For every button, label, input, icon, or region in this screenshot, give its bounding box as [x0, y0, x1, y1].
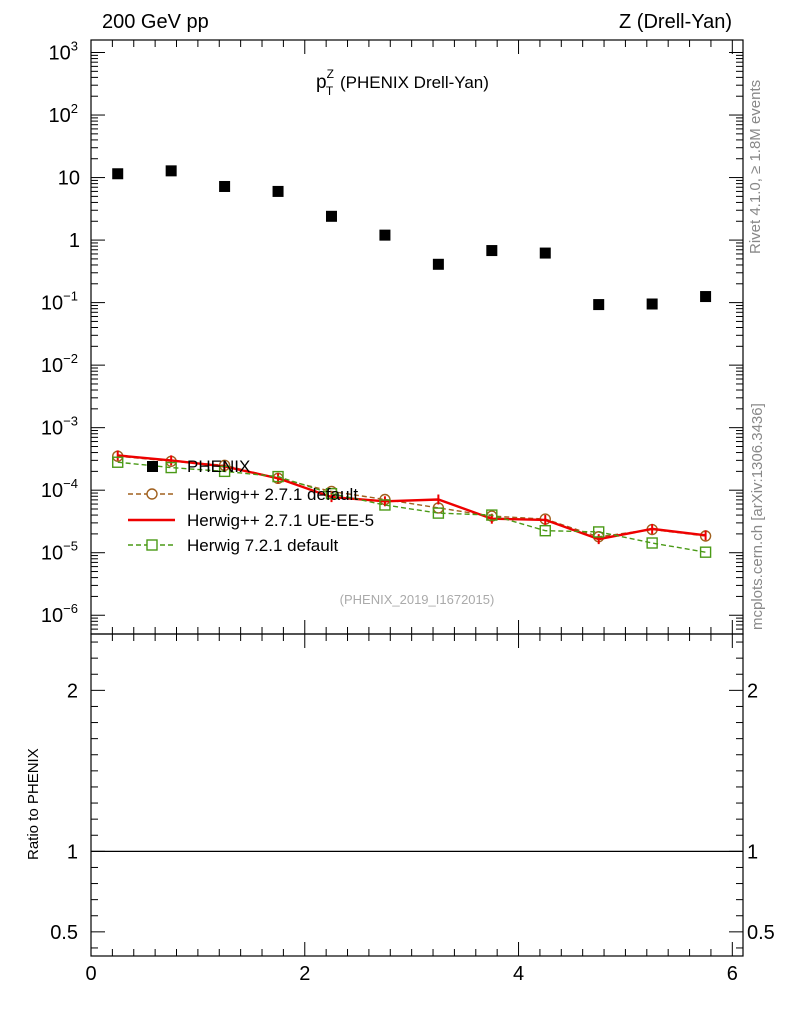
plot-title: pZ T (PHENIX Drell-Yan): [316, 67, 489, 98]
header-left: 200 GeV pp: [102, 11, 209, 33]
herwig7-point: [699, 546, 712, 558]
ratio-y-tick-label-right: 1: [747, 841, 758, 863]
phenix-data-point: [325, 210, 337, 222]
phenix-data-point: [700, 291, 712, 303]
ratio-y-tick-label-left: 2: [67, 680, 78, 702]
phenix-data-point: [165, 165, 177, 177]
title-sup: Z: [327, 67, 334, 81]
legend-label: Herwig 7.2.1 default: [187, 536, 338, 555]
phenix-data-point: [112, 168, 124, 180]
phenix-data-point: [379, 229, 391, 241]
mcplots-label: mcplots.cern.ch [arXiv:1306.3436]: [749, 403, 766, 630]
phenix-data-point: [539, 247, 551, 259]
y-tick-label: 10−2: [41, 351, 78, 377]
y-tick-label: 10−1: [41, 289, 78, 315]
herwig7-point: [432, 507, 445, 519]
herwig7-point: [112, 456, 124, 468]
herwig7-point: [486, 509, 498, 521]
x-tick-label: 2: [299, 963, 310, 985]
x-tick-label: 0: [85, 963, 96, 985]
herwig7-point: [539, 524, 551, 537]
legend-marker: [146, 488, 158, 500]
y-tick-label: 102: [49, 101, 78, 127]
analysis-tag: (PHENIX_2019_I1672015): [340, 592, 495, 607]
herwig7-point: [165, 461, 177, 474]
ratio-y-tick-label-left: 0.5: [50, 922, 78, 944]
legend-marker: [146, 539, 158, 551]
title-sub: T: [326, 84, 334, 98]
phenix-data-point: [593, 299, 605, 311]
ratio-frame: [90, 633, 744, 957]
ratio-y-tick-label-right: 0.5: [747, 922, 775, 944]
y-tick-label: 1: [69, 230, 80, 252]
y-tick-label: 10−5: [41, 539, 78, 565]
y-tick-label: 10−4: [41, 476, 78, 502]
legend-entry: Herwig 7.2.1 default: [128, 536, 338, 555]
ratio-y-tick-label-left: 1: [67, 841, 78, 863]
phenix-data-point: [486, 245, 498, 257]
legend-marker: [147, 461, 158, 472]
title-rest: (PHENIX Drell-Yan): [335, 73, 489, 92]
legend-label: Herwig++ 2.7.1 UE-EE-5: [187, 511, 374, 530]
legend-label: Herwig++ 2.7.1 default: [187, 485, 358, 504]
rivet-label: Rivet 4.1.0, ≥ 1.8M events: [747, 80, 764, 254]
phenix-data-point: [646, 298, 658, 310]
legend-entry: Herwig++ 2.7.1 UE-EE-5: [128, 511, 374, 530]
herwig7-point: [272, 470, 284, 483]
herwig7-point: [593, 526, 605, 538]
y-tick-label: 10: [58, 168, 80, 190]
herwig7-point: [218, 465, 231, 478]
ratio-ylabel: Ratio to PHENIX: [25, 748, 42, 860]
legend-label: PHENIX: [187, 457, 250, 476]
ratio-y-tick-label-right: 2: [747, 680, 758, 702]
herwig7-point: [379, 499, 391, 511]
legend-entry: PHENIX: [147, 457, 250, 476]
x-tick-label: 6: [727, 963, 738, 985]
phenix-data-point: [219, 180, 231, 192]
series-line-3: [117, 461, 706, 553]
header-right: Z (Drell-Yan): [619, 11, 732, 33]
series-line-2: [117, 454, 706, 541]
title-main: p: [316, 72, 327, 93]
legend-entry: Herwig++ 2.7.1 default: [128, 485, 358, 504]
y-tick-label: 10−3: [41, 414, 78, 440]
phenix-data-point: [272, 185, 284, 197]
phenix-data-point: [432, 258, 444, 270]
herwig7-point: [325, 487, 338, 500]
y-tick-label: 10−6: [41, 601, 78, 627]
y-tick-label: 103: [49, 39, 78, 65]
herwig7-point: [646, 537, 658, 549]
x-tick-label: 4: [513, 963, 524, 985]
